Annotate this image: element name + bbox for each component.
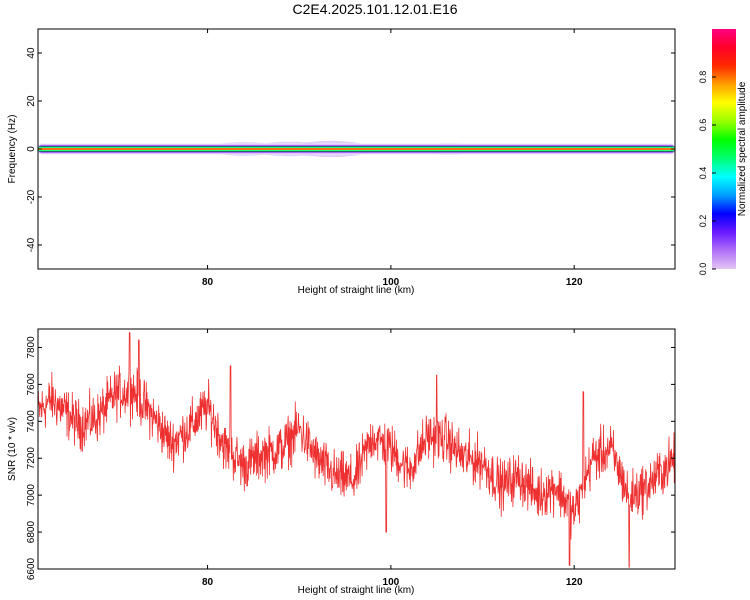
colorbar-tick-label: 0.4: [698, 167, 708, 180]
snr-y-tick-label: 7600: [26, 373, 37, 396]
snr-x-axis: 80 100 120: [202, 329, 583, 588]
snr-y-tick-label: 7400: [26, 410, 37, 433]
colorbar-axis: 0.0 0.2 0.4 0.6 0.8: [698, 71, 716, 276]
snr-x-tick-label: 120: [566, 577, 583, 588]
spectrogram-y-axis-label: Frequency (Hz): [7, 115, 18, 184]
colorbar-tick-label: 0.0: [698, 263, 708, 276]
snr-x-axis-label: Height of straight line (km): [298, 585, 415, 596]
spectrogram-x-tick-label: 120: [566, 277, 583, 288]
snr-y-tick-label: 7200: [26, 447, 37, 470]
spectrogram-x-tick-label: 100: [383, 277, 400, 288]
spectrogram-panel: 80 100 120 40 20 0 -20 -40 Height of straight …: [7, 28, 676, 296]
snr-x-tick-label: 80: [202, 577, 214, 588]
snr-frame: [37, 328, 676, 570]
spectrogram-y-tick-label: 20: [26, 95, 37, 107]
spectrogram-x-axis-label: Height of straight line (km): [298, 285, 415, 296]
colorbar-label: Normalized spectral amplitude: [737, 81, 748, 216]
spectrogram-y-tick-label: -40: [26, 237, 37, 252]
colorbar: 0.0 0.2 0.4 0.6 0.8 Normalized spectral ampl…: [698, 29, 748, 275]
spectrogram-y-tick-label: 0: [26, 146, 37, 152]
spectrogram-y-tick-label: -20: [26, 189, 37, 204]
snr-panel: 80 100 120 7800 7600 7400 7200 7000 6800 6600 He…: [7, 328, 676, 596]
spectrogram-y-tick-label: 40: [26, 47, 37, 59]
colorbar-tick-label: 0.8: [698, 71, 708, 84]
colorbar-tick-label: 0.2: [698, 215, 708, 228]
snr-series-line: [38, 332, 675, 568]
snr-y-tick-label: 7800: [26, 336, 37, 359]
spectrogram-x-axis: 80 100 120: [202, 29, 583, 288]
snr-marks: [38, 332, 675, 568]
spectrogram-y-axis: 40 20 0 -20 -40: [26, 47, 675, 252]
snr-y-tick-label: 7000: [26, 484, 37, 507]
figure-title: C2E4.2025.101.12.01.E16: [292, 1, 458, 17]
spectrogram-marks: [38, 140, 675, 158]
colorbar-gradient: [712, 29, 736, 269]
spectrogram-band-layer: [38, 148, 675, 150]
spectrogram-x-tick-label: 80: [202, 277, 214, 288]
snr-y-tick-label: 6600: [26, 557, 37, 580]
colorbar-tick-label: 0.6: [698, 119, 708, 132]
snr-y-tick-label: 6800: [26, 521, 37, 544]
snr-x-tick-label: 100: [383, 577, 400, 588]
snr-y-axis-label: SNR (10 * v/v): [7, 417, 18, 481]
snr-y-axis: 7800 7600 7400 7200 7000 6800 6600: [26, 336, 675, 580]
